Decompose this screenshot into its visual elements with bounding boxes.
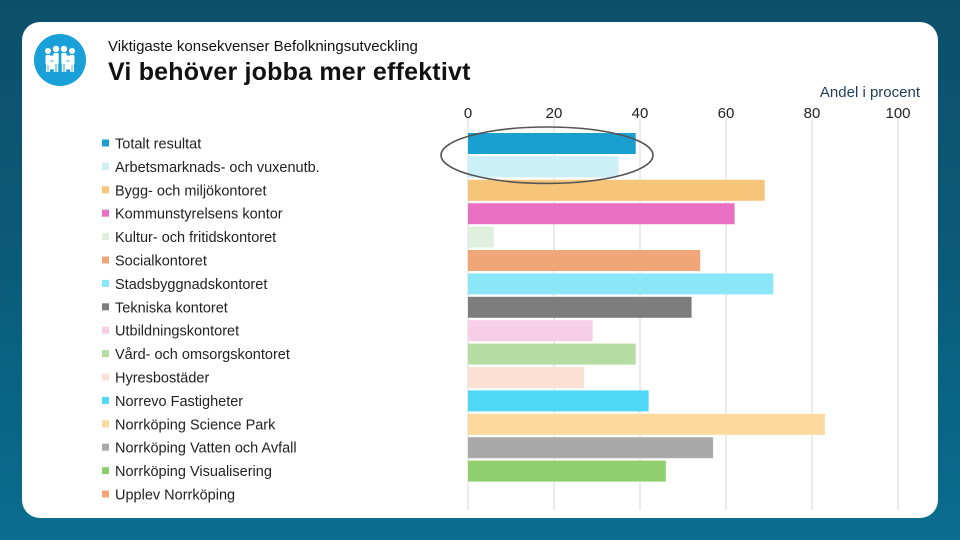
legend-label: Hyresbostäder xyxy=(115,371,209,387)
legend-swatch xyxy=(102,186,109,194)
bar xyxy=(468,390,649,412)
legend-swatch xyxy=(102,162,109,170)
bar xyxy=(468,156,619,178)
legend-swatch xyxy=(102,139,109,147)
axis-unit-label: Andel i procent xyxy=(819,84,920,101)
legend-swatch xyxy=(102,490,109,498)
legend-swatch xyxy=(102,396,109,404)
x-tick-label: 100 xyxy=(885,105,910,122)
legend-swatch xyxy=(102,443,109,451)
slide-title: Vi behöver jobba mer effektivt xyxy=(108,58,471,86)
legend-label: Bygg- och miljökontoret xyxy=(115,183,267,199)
legend-label: Socialkontoret xyxy=(115,254,207,270)
legend-label: Upplev Norrköping xyxy=(115,488,235,504)
x-tick-label: 0 xyxy=(464,105,472,122)
legend-swatch xyxy=(102,209,109,217)
bar xyxy=(468,133,636,154)
bar xyxy=(468,273,774,295)
bar xyxy=(468,320,593,342)
legend-swatch xyxy=(102,233,109,241)
legend-swatch xyxy=(102,467,109,475)
legend-swatch xyxy=(102,326,109,334)
bar xyxy=(468,250,701,271)
x-tick-label: 60 xyxy=(718,105,735,122)
x-tick-label: 40 xyxy=(632,105,649,122)
legend-swatch xyxy=(102,256,109,264)
x-tick-label: 80 xyxy=(804,105,821,122)
legend-swatch xyxy=(102,373,109,381)
legend-swatch xyxy=(102,279,109,287)
bar xyxy=(468,460,666,482)
bar xyxy=(468,437,714,459)
bar xyxy=(468,296,692,318)
legend-swatch xyxy=(102,303,109,311)
legend-label: Tekniska kontoret xyxy=(115,300,228,316)
bar-chart: 0 20 40 60 80 100 Totalt resultat Arbetsmarknad… xyxy=(102,105,911,510)
legend-swatch xyxy=(102,350,109,358)
bar xyxy=(468,179,765,201)
legend-label: Totalt resultat xyxy=(115,137,201,153)
bar xyxy=(468,203,735,225)
bar xyxy=(468,413,825,435)
bar xyxy=(468,367,585,388)
legend-label: Kultur- och fritidskontoret xyxy=(115,230,276,246)
highlight-ellipse xyxy=(440,126,654,185)
legend-label: Norrköping Science Park xyxy=(115,417,276,433)
slide-card: Viktigaste konsekvenser Befolkningsutvec… xyxy=(22,22,938,518)
people-group-icon xyxy=(34,34,86,86)
legend-label: Utbildningskontoret xyxy=(115,324,239,340)
legend-label: Norrköping Visualisering xyxy=(115,464,272,480)
slide-supertitle: Viktigaste konsekvenser Befolkningsutvec… xyxy=(108,38,418,55)
bar xyxy=(468,343,636,365)
legend-swatch xyxy=(102,420,109,428)
legend-label: Norrevo Fastigheter xyxy=(115,394,243,410)
legend-label: Vård- och omsorgskontoret xyxy=(115,347,290,363)
legend-label: Arbetsmarknads- och vuxenutb. xyxy=(115,160,320,176)
bar xyxy=(468,226,494,248)
legend-label: Kommunstyrelsens kontor xyxy=(115,207,283,223)
legend-label: Stadsbyggnadskontoret xyxy=(115,277,267,293)
people-group-icon-graphic xyxy=(45,45,75,72)
legend-label: Norrköping Vatten och Avfall xyxy=(115,441,297,457)
x-tick-label: 20 xyxy=(546,105,563,122)
